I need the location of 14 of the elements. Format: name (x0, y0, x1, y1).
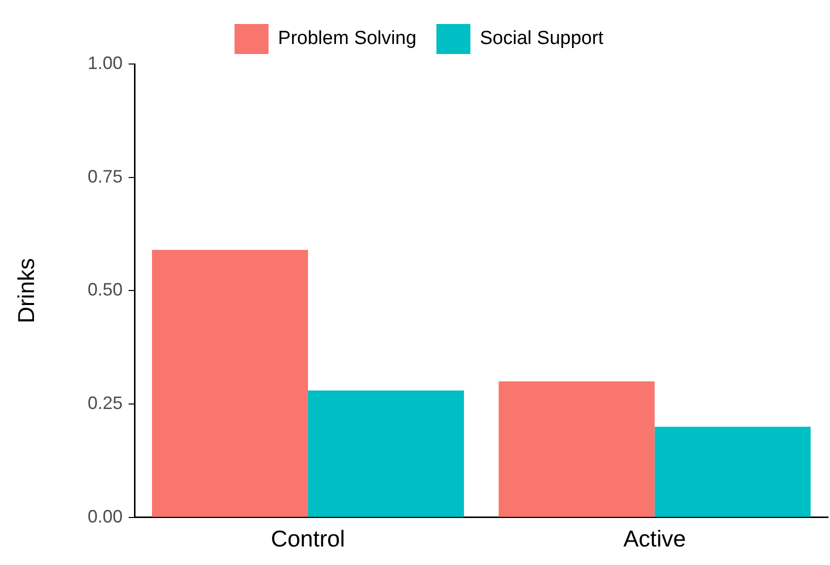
y-axis-title: Drinks (13, 258, 40, 324)
bar (308, 390, 464, 517)
x-tick-label: Control (270, 526, 346, 552)
legend-label: Problem Solving (278, 28, 416, 50)
y-tick-label: 0.00 (88, 506, 123, 526)
y-tick-label: 0.25 (88, 393, 123, 414)
x-tick-label: Active (623, 526, 686, 552)
bar (152, 250, 308, 517)
bar (654, 426, 811, 517)
bar (498, 381, 655, 517)
y-tick-label: 0.75 (88, 166, 123, 186)
y-tick-label: 0.50 (88, 280, 123, 300)
legend-label: Social Support (480, 28, 604, 50)
y-tick-label: 1.00 (88, 52, 123, 73)
